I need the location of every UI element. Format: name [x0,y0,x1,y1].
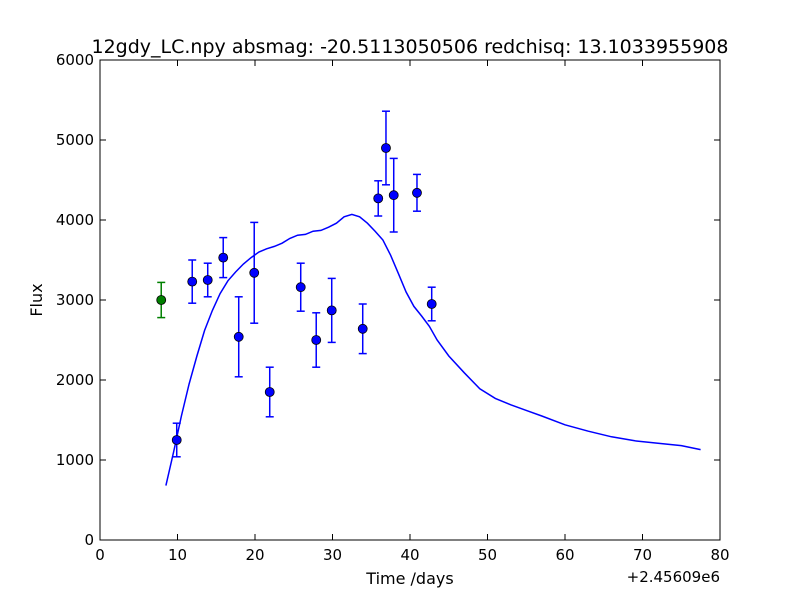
y-tick-label: 6000 [56,51,94,69]
y-tick-label: 4000 [56,211,94,229]
data-marker [218,252,229,263]
x-axis-label: Time /days [365,569,453,588]
y-tick-label: 1000 [56,451,94,469]
data-marker [412,187,422,198]
data-point-0-11 [373,180,384,217]
x-tick-label: 10 [168,546,187,564]
y-tick-label: 5000 [56,131,94,149]
data-marker [388,190,399,201]
data-marker [249,267,260,278]
plot-frame [99,59,721,541]
data-point-0-9 [326,277,337,344]
x-tick-label: 70 [633,546,652,564]
data-marker [373,193,384,204]
data-marker [202,275,213,285]
chart-title: 12gdy_LC.npy absmag: -20.5113050506 redc… [92,36,729,58]
x-offset-label: +2.45609e6 [627,568,720,586]
data-point-0-0 [171,422,182,458]
data-marker [156,295,167,305]
model-curve-line [165,213,701,486]
data-point-0-7 [295,262,306,312]
data-marker [233,331,244,342]
data-marker [326,305,337,316]
y-axis-label: Flux [27,283,46,316]
data-point-1-0 [156,281,167,319]
x-tick-label: 60 [555,546,574,564]
data-marker [264,387,275,397]
x-tick-label: 50 [478,546,497,564]
data-point-0-4 [233,296,244,378]
data-point-0-15 [426,286,437,322]
data-marker [311,335,322,345]
data-point-0-8 [311,312,322,368]
x-tick-label: 0 [95,546,105,564]
y-tick-label: 3000 [56,291,94,309]
x-tick-label: 40 [400,546,419,564]
data-marker [295,282,306,293]
y-tick-label: 2000 [56,371,94,389]
data-marker [187,276,198,287]
data-point-0-5 [249,221,260,324]
data-point-0-2 [202,262,213,298]
data-marker [357,323,368,334]
data-marker [381,143,391,153]
x-tick-label: 30 [323,546,342,564]
data-point-0-3 [218,236,229,279]
y-tick-label: 0 [84,531,94,549]
data-point-0-14 [412,173,422,212]
axis-ticks: 0 10 20 30 40 50 60 70 80 0 1000 2000 3000 4000 5000 60… [56,51,730,564]
data-point-0-10 [357,303,368,355]
data-marker [171,435,182,445]
data-point-0-13 [388,157,399,233]
plot-marks [156,110,701,486]
data-marker [426,299,437,309]
x-tick-label: 20 [245,546,264,564]
data-point-0-12 [381,110,391,186]
data-point-0-6 [264,366,275,418]
x-tick-label: 80 [710,546,729,564]
data-point-0-1 [187,259,198,304]
